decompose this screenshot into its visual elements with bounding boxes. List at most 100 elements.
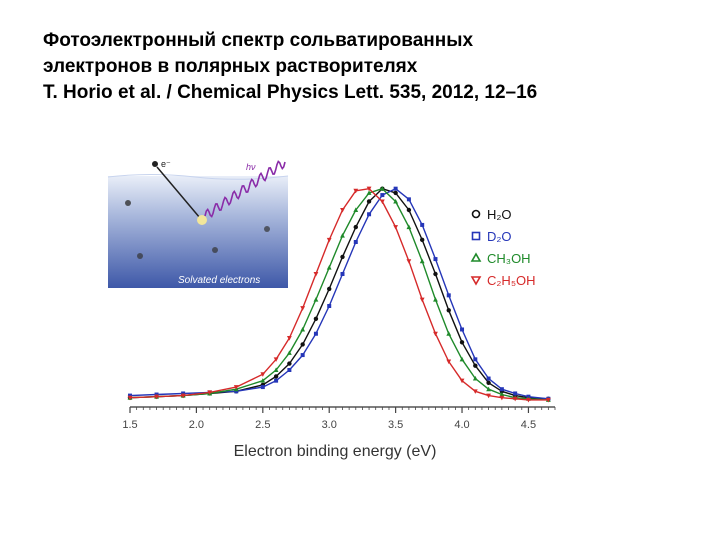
data-point — [366, 199, 372, 204]
data-point — [340, 272, 345, 276]
legend-marker — [470, 252, 482, 262]
data-point — [234, 389, 239, 394]
legend-label: C₂H₅OH — [487, 273, 536, 288]
data-point — [286, 336, 292, 341]
legend-label: CH₃OH — [487, 251, 531, 266]
slide-title: Фотоэлектронный спектр сольватированных … — [43, 28, 703, 106]
x-tick-label: 4.5 — [521, 419, 536, 431]
plot-area — [127, 186, 551, 403]
data-point — [393, 190, 398, 196]
legend-label: H₂O — [487, 207, 512, 222]
data-point — [393, 198, 399, 204]
data-point — [353, 224, 358, 230]
data-point — [433, 271, 438, 277]
data-point — [313, 297, 319, 302]
data-point — [499, 387, 504, 392]
title-line-1: Фотоэлектронный спектр сольватированных — [43, 30, 474, 51]
x-axis-label: Electron binding energy (eV) — [234, 443, 437, 460]
data-point — [460, 327, 465, 332]
data-point — [379, 186, 385, 191]
electron-dot — [125, 200, 131, 206]
data-point — [419, 297, 425, 303]
data-point — [379, 199, 385, 205]
data-point — [207, 390, 213, 395]
data-point — [313, 272, 319, 277]
data-point — [273, 357, 279, 362]
data-point — [340, 254, 345, 260]
data-point — [393, 225, 399, 230]
data-point — [327, 286, 332, 292]
data-point — [380, 193, 385, 198]
data-point — [419, 237, 425, 243]
data-point — [273, 374, 279, 379]
data-point — [393, 186, 398, 191]
data-point — [459, 340, 465, 345]
data-point — [472, 375, 478, 381]
ejected-electron — [152, 161, 158, 167]
x-tick-label: 2.0 — [189, 419, 204, 431]
data-point — [513, 391, 518, 396]
legend-marker — [471, 231, 481, 241]
photon-label: hν — [246, 162, 256, 172]
data-point — [287, 361, 292, 366]
data-point — [327, 304, 332, 308]
data-point — [273, 367, 279, 372]
data-point — [326, 237, 332, 243]
data-point — [353, 240, 358, 244]
title-line-2: электронов в полярных растворителях — [43, 56, 418, 77]
data-point — [286, 350, 292, 355]
legend: H₂O D₂O CH₃OH C₂H₅OH — [470, 207, 536, 288]
data-point — [486, 376, 491, 381]
data-point — [473, 363, 478, 368]
data-point — [340, 233, 345, 238]
electron-dot — [212, 247, 218, 253]
electron-dot — [264, 226, 270, 232]
x-axis: 1.5 2.0 2.5 3.0 3.5 4.0 4.5 — [122, 406, 556, 431]
data-point — [313, 316, 319, 321]
data-point — [287, 368, 292, 372]
data-point — [340, 208, 345, 213]
water-box — [108, 176, 288, 288]
data-point — [366, 190, 372, 195]
data-point — [233, 385, 239, 390]
x-tick-label: 3.0 — [322, 419, 337, 431]
data-point — [486, 393, 491, 399]
data-point — [446, 308, 451, 313]
data-point — [433, 331, 438, 337]
data-point — [512, 396, 518, 402]
electron-dot — [137, 253, 143, 259]
data-point — [433, 257, 438, 262]
data-point — [260, 385, 265, 390]
electron-label: e⁻ — [161, 159, 171, 169]
data-point — [406, 207, 412, 213]
data-point — [486, 386, 491, 392]
data-point — [446, 359, 452, 365]
data-point — [367, 212, 372, 217]
citation-line: T. Horio et al. / Chemical Physics Lett.… — [43, 82, 538, 103]
data-point — [366, 186, 372, 192]
legend-marker — [471, 209, 481, 219]
data-point — [433, 297, 438, 302]
legend-label: D₂O — [487, 229, 512, 244]
legend-marker — [470, 276, 482, 286]
photon-wave — [204, 160, 286, 218]
data-point — [406, 197, 411, 202]
solvated-electron-center — [197, 215, 207, 225]
data-point — [406, 224, 412, 230]
data-point — [300, 326, 306, 332]
data-point — [499, 391, 505, 397]
data-point — [473, 357, 478, 362]
inset-caption: Solvated electrons — [178, 275, 260, 286]
data-point — [180, 393, 186, 399]
data-point — [313, 331, 318, 336]
data-point — [274, 378, 279, 383]
data-point — [526, 397, 531, 403]
data-point — [420, 222, 425, 227]
data-point — [486, 380, 491, 385]
data-point — [459, 378, 465, 384]
x-tick-label: 4.0 — [454, 419, 469, 431]
data-point — [300, 353, 305, 358]
data-point — [446, 293, 451, 298]
data-point — [326, 265, 332, 270]
